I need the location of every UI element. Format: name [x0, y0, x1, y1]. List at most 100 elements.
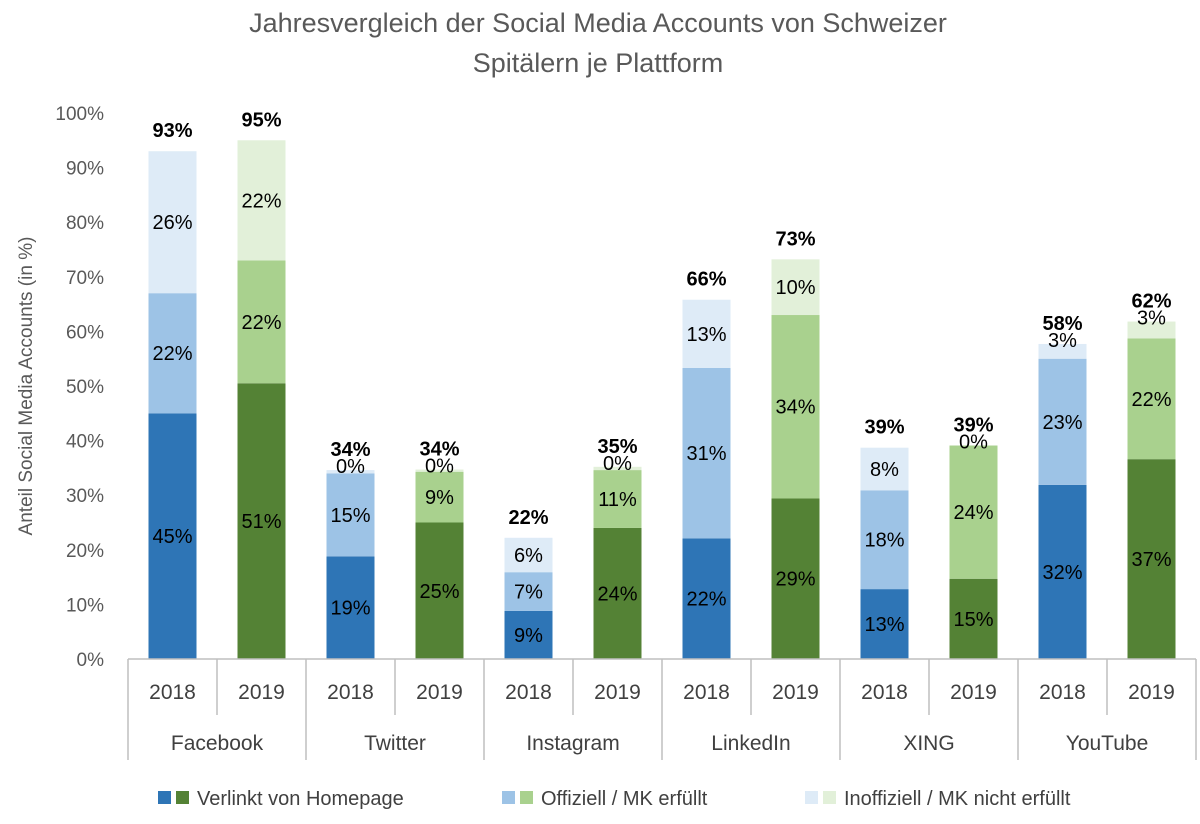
x-tick-year: 2018	[683, 681, 730, 704]
segment-label: 8%	[870, 459, 899, 481]
segment-label: 29%	[775, 569, 815, 591]
bar-segment	[682, 367, 731, 539]
segment-label: 19%	[330, 598, 370, 620]
bar-segment	[682, 299, 731, 368]
bar-segment	[148, 293, 197, 414]
x-tick-year: 2019	[950, 681, 997, 704]
y-tick-label: 50%	[66, 377, 104, 398]
x-axis: 2018 2019 Facebook 2018 2019 Twitter 2018 2019 I…	[127, 658, 1197, 760]
segment-label: 31%	[686, 443, 726, 465]
x-tick-year: 2019	[416, 681, 463, 704]
x-tick-year: 2019	[594, 681, 641, 704]
bar-segment	[1127, 459, 1176, 659]
x-tick-year: 2018	[1039, 681, 1086, 704]
x-tick-platform: Instagram	[526, 732, 619, 755]
x-tick-year: 2018	[149, 681, 196, 704]
bar-xing-2018: 13% 18% 8% 39%	[860, 417, 909, 659]
segment-label: 24%	[953, 502, 993, 524]
bar-linkedin-2019: 29% 34% 10% 73%	[771, 228, 820, 659]
bar-segment	[415, 469, 464, 472]
total-label: 34%	[330, 439, 370, 461]
bar-segment	[593, 470, 642, 528]
segment-label: 37%	[1131, 549, 1171, 571]
y-tick-label: 40%	[66, 432, 104, 453]
legend-item: Inoffiziell / MK nicht erfüllt	[805, 788, 1071, 810]
legend-item: Offiziell / MK erfüllt	[502, 788, 708, 810]
total-label: 73%	[775, 228, 815, 250]
bar-facebook-2018: 45% 22% 26% 93%	[148, 120, 197, 659]
chart-title-line-2: Spitälern je Plattform	[473, 48, 724, 78]
total-label: 39%	[953, 415, 993, 437]
bar-segment	[504, 610, 553, 659]
bar-segment	[237, 260, 286, 384]
bar-segment	[415, 471, 464, 523]
segment-label: 9%	[514, 625, 543, 647]
segment-label: 3%	[1048, 330, 1077, 352]
x-tick-year: 2019	[1128, 681, 1175, 704]
bar-segment	[504, 572, 553, 611]
segment-label: 0%	[959, 432, 988, 454]
bar-twitter-2019: 25% 9% 0%34%	[415, 439, 464, 659]
segment-label: 45%	[152, 526, 192, 548]
bar-segment	[860, 490, 909, 590]
total-label: 39%	[864, 417, 904, 439]
bar-youtube-2018: 32% 23% 3%58%	[1038, 313, 1087, 659]
y-tick-label: 70%	[66, 268, 104, 289]
x-tick-platform: Facebook	[171, 732, 264, 755]
bar-segment	[415, 522, 464, 659]
segment-label: 7%	[514, 582, 543, 604]
bar-segment	[593, 466, 642, 471]
x-tick-platform: XING	[903, 732, 954, 755]
legend-swatch-2019	[520, 791, 533, 804]
total-label: 35%	[597, 436, 637, 458]
legend-swatch-2019	[176, 791, 189, 804]
total-label: 58%	[1042, 313, 1082, 335]
segment-label: 32%	[1042, 562, 1082, 584]
bar-segment	[326, 556, 375, 659]
legend-swatch-2018	[805, 791, 818, 804]
bar-segment	[682, 538, 731, 659]
bar-segment	[148, 151, 197, 294]
bar-segment	[326, 473, 375, 557]
x-tick-year: 2018	[861, 681, 908, 704]
bar-facebook-2019: 51% 22% 22% 95%	[237, 109, 286, 659]
bar-segment	[771, 315, 820, 499]
bar-segment	[504, 537, 553, 573]
chart-title-line-1: Jahresvergleich der Social Media Account…	[249, 8, 947, 38]
x-tick-platform: LinkedIn	[711, 732, 790, 755]
total-label: 22%	[508, 507, 548, 529]
chart-title: Jahresvergleich der Social Media Account…	[249, 8, 947, 78]
bar-segment	[1038, 343, 1087, 359]
segment-label: 0%	[603, 453, 632, 475]
bar-segment	[237, 383, 286, 659]
total-label: 66%	[686, 269, 726, 291]
segment-label: 51%	[241, 511, 281, 533]
bar-instagram-2018: 9% 7% 6% 22%	[504, 507, 553, 659]
bar-segment	[1038, 358, 1087, 485]
bar-xing-2019: 15% 24% 0%39%	[949, 415, 998, 659]
bar-segment	[1127, 321, 1176, 339]
y-tick-label: 60%	[66, 322, 104, 343]
bar-youtube-2019: 37% 22% 3%62%	[1127, 291, 1176, 659]
segment-label: 22%	[241, 312, 281, 334]
bars: 45%22%26%93%51%22%22%95%19%15%0%34%25%9%…	[148, 109, 1176, 659]
legend-label: Verlinkt von Homepage	[197, 788, 404, 810]
bar-segment	[860, 447, 909, 491]
legend-label: Offiziell / MK erfüllt	[541, 788, 708, 810]
segment-label: 15%	[330, 505, 370, 527]
bar-segment	[1038, 484, 1087, 659]
segment-label: 26%	[152, 212, 192, 234]
bar-segment	[949, 578, 998, 659]
x-tick-year: 2018	[505, 681, 552, 704]
segment-label: 11%	[598, 489, 637, 511]
segment-label: 13%	[864, 614, 904, 636]
segment-label: 24%	[597, 583, 637, 605]
x-tick-platform: YouTube	[1066, 732, 1149, 755]
segment-label: 22%	[1131, 389, 1171, 411]
legend-swatch-2019	[823, 791, 836, 804]
y-axis: 0% 10% 20% 30% 40% 50% 60% 70% 80% 90% 100%	[55, 104, 104, 671]
total-label: 93%	[152, 120, 192, 142]
total-label: 34%	[419, 439, 459, 461]
bar-twitter-2018: 19% 15% 0%34%	[326, 439, 375, 659]
bar-instagram-2019: 24% 11% 0%35%	[593, 436, 642, 659]
